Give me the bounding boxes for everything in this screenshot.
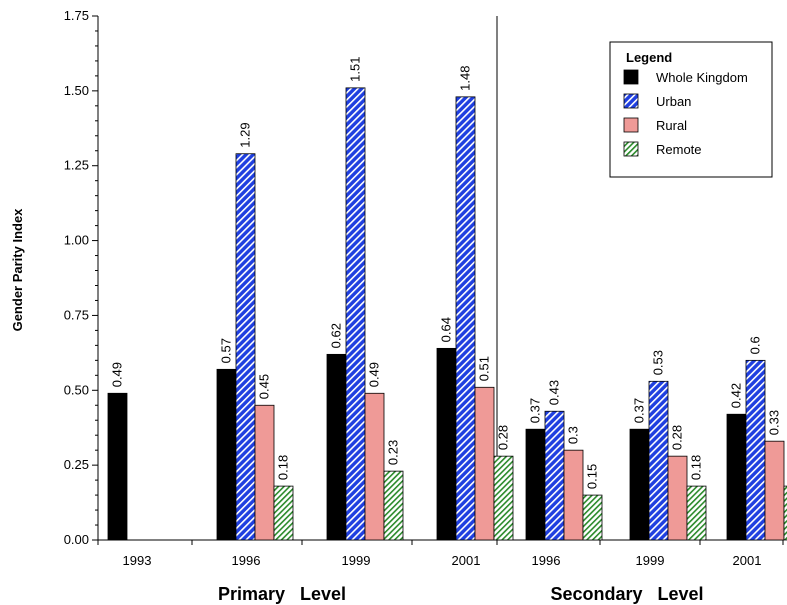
data-label: 0.51 — [477, 356, 492, 381]
chart-bars — [107, 87, 787, 541]
data-label: 0.57 — [219, 338, 234, 363]
x-tick-label: 2001 — [452, 553, 481, 568]
group-label-primary: Primary Level — [218, 584, 346, 604]
bar-rural — [254, 404, 275, 541]
y-tick-label: 0.00 — [64, 532, 89, 547]
group-label-secondary: Secondary Level — [550, 584, 703, 604]
x-tick-label: 1996 — [232, 553, 261, 568]
y-tick-label: 0.50 — [64, 382, 89, 397]
y-tick-label: 0.75 — [64, 307, 89, 322]
bar-rural — [764, 440, 785, 541]
x-tick-label: 1999 — [636, 553, 665, 568]
bar-rural — [667, 455, 688, 541]
x-tick-label: 2001 — [733, 553, 762, 568]
legend-swatch — [623, 69, 639, 85]
data-label: 0.18 — [689, 455, 704, 480]
data-label: 0.62 — [329, 323, 344, 348]
bar-remote — [582, 494, 603, 541]
data-label: 0.37 — [632, 398, 647, 423]
bar-remote — [273, 485, 294, 541]
x-tick-label: 1996 — [532, 553, 561, 568]
x-tick-label: 1999 — [342, 553, 371, 568]
bar-remote — [493, 455, 514, 541]
bar-whole-kingdom — [629, 428, 650, 541]
data-label: 1.51 — [348, 57, 363, 82]
data-label: 0.28 — [670, 425, 685, 450]
chart-axes: 0.00 0.25 0.50 0.75 1.00 1.25 1.50 1.75 1993 1996… — [64, 8, 784, 568]
data-label: 0.64 — [439, 317, 454, 342]
legend-item: Whole Kingdom — [656, 70, 748, 85]
bar-urban — [544, 410, 565, 541]
bar-urban — [745, 359, 766, 541]
data-label: 0.15 — [585, 464, 600, 489]
bar-rural — [563, 449, 584, 541]
data-label: 0.18 — [276, 455, 291, 480]
data-label: 0.33 — [767, 410, 782, 435]
data-label: 0.6 — [748, 336, 763, 354]
data-label: 0.45 — [257, 374, 272, 399]
bar-remote — [783, 485, 787, 541]
data-label: 0.18 — [786, 455, 787, 480]
data-label: 0.49 — [367, 362, 382, 387]
data-label: 0.37 — [528, 398, 543, 423]
bar-whole-kingdom — [107, 392, 128, 541]
bar-urban — [235, 153, 256, 541]
legend-swatch — [623, 117, 639, 133]
legend-swatch — [623, 141, 639, 157]
data-label: 0.43 — [547, 380, 562, 405]
bar-whole-kingdom — [436, 347, 457, 541]
bar-remote — [383, 470, 404, 541]
data-label: 1.48 — [458, 66, 473, 91]
bar-urban — [345, 87, 366, 541]
y-tick-label: 1.25 — [64, 158, 89, 173]
x-tick-label: 1993 — [123, 553, 152, 568]
y-axis-label: Gender Parity Index — [10, 208, 25, 332]
data-labels: 0.49 0.57 0.62 0.64 0.37 0.37 0.42 1.29 1.51 1.48… — [110, 57, 787, 490]
data-label: 0.3 — [566, 426, 581, 444]
bar-urban — [648, 380, 669, 541]
data-label: 0.42 — [729, 383, 744, 408]
bar-whole-kingdom — [726, 413, 747, 541]
data-label: 0.28 — [496, 425, 511, 450]
legend-item: Rural — [656, 118, 687, 133]
legend-title: Legend — [626, 50, 672, 65]
bar-rural — [364, 392, 385, 541]
bar-urban — [455, 96, 476, 541]
legend-swatch — [623, 93, 639, 109]
data-label: 0.53 — [651, 350, 666, 375]
data-label: 0.49 — [110, 362, 125, 387]
data-label: 1.29 — [238, 122, 253, 147]
y-tick-label: 0.25 — [64, 457, 89, 472]
bar-rural — [474, 386, 495, 541]
legend-item: Remote — [656, 142, 702, 157]
bar-whole-kingdom — [216, 368, 237, 541]
bar-remote — [686, 485, 707, 541]
y-tick-label: 1.50 — [64, 83, 89, 98]
legend-item: Urban — [656, 94, 691, 109]
bar-whole-kingdom — [326, 353, 347, 541]
legend: Legend Whole Kingdom Urban Rural Remote — [609, 41, 773, 178]
y-tick-label: 1.75 — [64, 8, 89, 23]
data-label: 0.23 — [386, 440, 401, 465]
y-tick-label: 1.00 — [64, 233, 89, 248]
bar-whole-kingdom — [525, 428, 546, 541]
